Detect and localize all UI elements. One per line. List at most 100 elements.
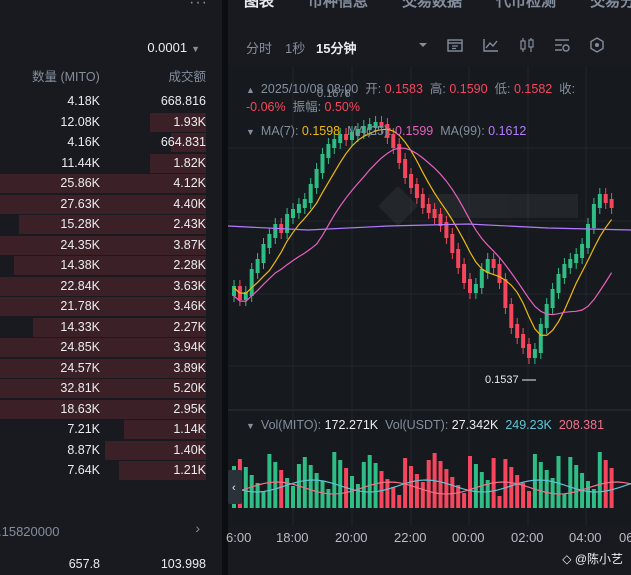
candle-body bbox=[497, 264, 502, 283]
ask-row[interactable]: 8.87K 1.40K bbox=[0, 440, 222, 461]
ma99-value: 0.1612 bbox=[488, 124, 527, 138]
volume-bar bbox=[527, 491, 531, 508]
ask-row[interactable]: 22.84K 3.63K bbox=[0, 276, 222, 297]
ask-row[interactable]: 4.18K 668.816 bbox=[0, 91, 222, 112]
ask-amount: 5.20K bbox=[173, 381, 206, 395]
volume-bar bbox=[586, 481, 590, 508]
open-value: 0.1583 bbox=[384, 82, 423, 96]
candle-body bbox=[603, 194, 608, 203]
tab-trading-data[interactable]: 交易数据 bbox=[402, 0, 463, 10]
ask-row[interactable]: 32.81K 5.20K bbox=[0, 378, 222, 399]
tab-token-check[interactable]: 代币检测 bbox=[496, 0, 557, 10]
volume-bar bbox=[521, 483, 526, 508]
ask-row[interactable]: 21.78K 3.46K bbox=[0, 296, 222, 317]
ask-amount: 668.816 bbox=[160, 94, 206, 108]
candle-body bbox=[291, 209, 295, 218]
ask-row[interactable]: 24.35K 3.87K bbox=[0, 235, 222, 256]
candle-body bbox=[426, 204, 431, 213]
volume-bar bbox=[267, 454, 272, 508]
ask-row[interactable]: 4.16K 664.831 bbox=[0, 132, 222, 153]
calendar-indicator-icon[interactable] bbox=[446, 37, 464, 53]
vol-mito-value: 172.271K bbox=[324, 418, 379, 432]
ma-lines bbox=[227, 128, 631, 336]
candle-body bbox=[355, 129, 360, 136]
vol-usdt-value: 27.342K bbox=[451, 418, 499, 432]
volume-bar bbox=[438, 461, 443, 508]
volume-bar bbox=[367, 455, 372, 508]
ask-row[interactable]: 24.85K 3.94K bbox=[0, 337, 222, 358]
interval-1s[interactable]: 1秒 bbox=[285, 41, 306, 56]
ask-row[interactable]: 7.21K 1.14K bbox=[0, 419, 222, 440]
ask-row[interactable]: 11.44K 1.82K bbox=[0, 153, 222, 174]
time-tick: 02:00 bbox=[511, 530, 544, 545]
depth-bar bbox=[171, 133, 206, 152]
collapse-caret-icon[interactable]: ▲ bbox=[246, 85, 255, 95]
candle-body bbox=[438, 214, 443, 226]
order-book-panel: ··· 0.0001 ▼ 数量 (MITO) 成交额 4.18K 668.816 12… bbox=[0, 0, 222, 575]
kline-chart[interactable]: ‹ ▲ 2025/10/08 08:00 开: 0.1583 高: 0.1590 … bbox=[227, 66, 631, 526]
tab-coin-info[interactable]: 币种信息 bbox=[308, 0, 369, 10]
candle-body bbox=[326, 144, 331, 158]
ma25-value: 0.1599 bbox=[395, 124, 434, 138]
more-dots-icon[interactable]: ··· bbox=[189, 0, 208, 11]
ask-amount: 1.93K bbox=[173, 114, 206, 129]
volume-bar bbox=[243, 467, 248, 508]
tab-trade-analysis[interactable]: 交易分析 bbox=[590, 0, 631, 10]
time-tick: 22:00 bbox=[394, 530, 427, 545]
ask-amount: 3.63K bbox=[173, 278, 206, 293]
chevron-right-icon[interactable]: › bbox=[195, 520, 200, 536]
depth-bar bbox=[150, 112, 206, 132]
interval-15m[interactable]: 15分钟 bbox=[316, 41, 357, 56]
volume-bar bbox=[385, 479, 390, 508]
collapse-caret-icon[interactable]: ▼ bbox=[246, 421, 255, 431]
collapse-caret-icon[interactable]: ▼ bbox=[246, 127, 255, 137]
chevron-down-icon[interactable] bbox=[414, 37, 432, 53]
ask-qty: 24.35K bbox=[60, 237, 100, 252]
candle-body bbox=[344, 134, 349, 140]
scroll-left-handle[interactable] bbox=[228, 470, 242, 504]
time-tick: 06: bbox=[619, 530, 631, 545]
candle-body bbox=[509, 304, 514, 328]
bid-row-qty: 657.8 bbox=[68, 557, 100, 571]
chart-settings-icon[interactable] bbox=[553, 37, 571, 53]
ask-row[interactable]: 24.57K 3.89K bbox=[0, 358, 222, 379]
precision-selector[interactable]: 0.0001 ▼ bbox=[147, 40, 200, 55]
line-chart-icon[interactable] bbox=[482, 37, 500, 53]
ask-row[interactable]: 14.33K 2.27K bbox=[0, 317, 222, 338]
ask-row[interactable]: 14.38K 2.28K bbox=[0, 255, 222, 276]
ask-amount: 4.12K bbox=[173, 176, 206, 190]
volume-bar bbox=[285, 478, 290, 508]
candle-body bbox=[450, 234, 455, 253]
volume-bar bbox=[444, 469, 449, 508]
ask-row[interactable]: 18.63K 2.95K bbox=[0, 399, 222, 420]
candlestick-icon[interactable] bbox=[518, 37, 536, 53]
candle-body bbox=[249, 269, 254, 296]
candle-body bbox=[491, 259, 496, 268]
exchange-watermark-logo bbox=[378, 186, 578, 226]
volume-bar bbox=[326, 489, 331, 508]
candle-body bbox=[479, 269, 484, 288]
kline-canvas[interactable]: ‹ bbox=[227, 66, 631, 526]
ask-amount: 1.14K bbox=[173, 422, 206, 436]
volume-bar bbox=[574, 465, 579, 508]
ask-row[interactable]: 15.28K 2.43K bbox=[0, 214, 222, 235]
ask-qty: 7.64K bbox=[67, 463, 100, 477]
ask-amount: 3.46K bbox=[173, 299, 206, 313]
candle-body bbox=[462, 264, 467, 283]
ask-row[interactable]: 25.86K 4.12K bbox=[0, 173, 222, 194]
last-price[interactable]: .15820000 bbox=[0, 524, 60, 539]
indicator-hexagon-icon[interactable] bbox=[588, 37, 606, 53]
depth-bar bbox=[0, 297, 206, 316]
candle-body bbox=[562, 264, 567, 278]
tab-chart[interactable]: 图表 bbox=[244, 0, 275, 10]
ask-row[interactable]: 7.64K 1.21K bbox=[0, 460, 222, 481]
volume-bar bbox=[456, 485, 461, 508]
volume-bar bbox=[420, 482, 425, 508]
interval-timeline[interactable]: 分时 bbox=[246, 41, 273, 56]
candle-body bbox=[515, 324, 520, 338]
ask-row[interactable]: 27.63K 4.40K bbox=[0, 194, 222, 215]
ask-qty: 22.84K bbox=[60, 278, 100, 293]
ask-qty: 15.28K bbox=[60, 217, 100, 231]
candle-body bbox=[350, 132, 354, 140]
ask-row[interactable]: 12.08K 1.93K bbox=[0, 112, 222, 133]
